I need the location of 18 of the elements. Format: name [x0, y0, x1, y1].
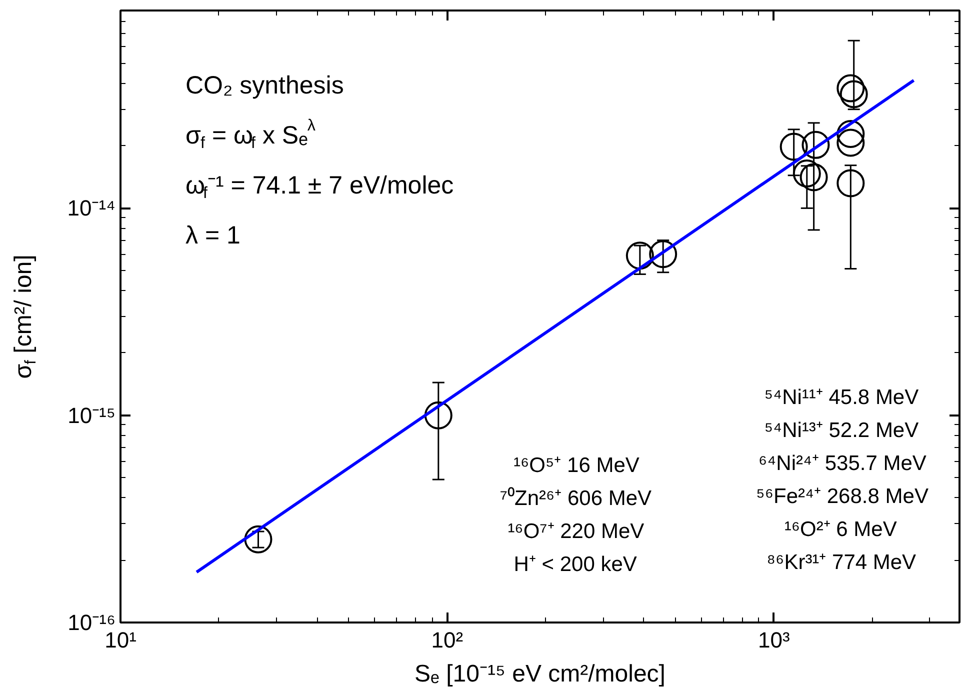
x-axis-title: Sₑ [10⁻¹⁵ eV cm²/molec] — [414, 660, 666, 688]
annotation: ⁷⁰Zn²⁶⁺ 606 MeV — [500, 487, 652, 510]
annotation: ¹⁶O⁷⁺ 220 MeV — [508, 520, 644, 543]
annotation: ¹⁶O²⁺ 6 MeV — [784, 518, 897, 541]
annotation: ⁵⁴Ni¹¹⁺ 45.8 MeV — [764, 386, 919, 409]
annotation: ⁸⁶Kr³¹⁺ 774 MeV — [766, 551, 916, 574]
x-tick-label: 10² — [431, 628, 464, 652]
y-tick-label: 10⁻¹⁴ — [67, 196, 116, 221]
annotation: ⁶⁴Ni²⁴⁺ 535.7 MeV — [758, 452, 926, 475]
annotation: ⁵⁶Fe²⁴⁺ 268.8 MeV — [756, 485, 928, 508]
x-tick-label: 10³ — [758, 628, 790, 652]
y-tick-label: 10⁻¹⁵ — [68, 402, 116, 428]
annotation: ⁵⁴Ni¹³⁺ 52.2 MeV — [764, 419, 919, 442]
y-axis-title: σf [cm²/ ion] — [10, 254, 40, 379]
annotation: ¹⁶O⁵⁺ 16 MeV — [514, 454, 640, 477]
annotation: H⁺ < 200 keV — [514, 553, 637, 576]
annotation: CO₂ synthesis — [186, 72, 344, 100]
annotation: λ = 1 — [186, 222, 240, 250]
